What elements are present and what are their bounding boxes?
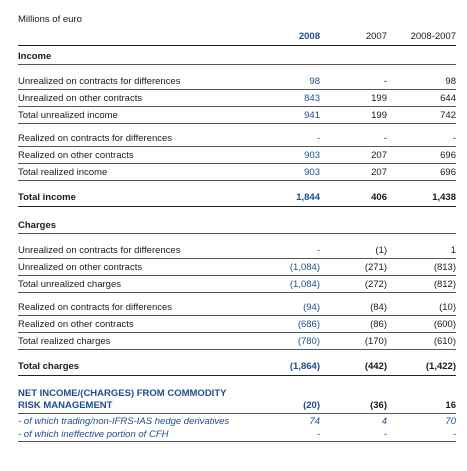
header-difference: 2008-2007 [410,31,456,42]
value-2008: - [316,429,320,440]
row-label: Unrealized on contracts for differences [18,245,181,256]
value-2008: 941 [304,110,320,121]
header-2008: 2008 [298,31,320,42]
value-diff: 644 [440,93,456,104]
value-2007: (442) [364,361,387,372]
value-diff: (600) [433,319,456,330]
value-2007: 4 [381,416,387,427]
net-row-title: NET INCOME/(CHARGES) FROM COMMODITY [18,388,456,400]
value-2007: (36) [370,400,387,411]
value-2008: (686) [297,319,320,330]
row-label: Total income [18,192,76,203]
value-2007: 199 [371,93,387,104]
value-diff: 1,438 [432,192,456,203]
section-title-charges: Charges [18,220,57,231]
table-row: Total unrealized charges (1,084) (272) (… [18,278,456,293]
table-row-total-income: Total income 1,844 406 1,438 [18,191,456,207]
value-2007: - [383,76,387,87]
value-2008: (94) [303,302,320,313]
value-2007: (272) [364,279,387,290]
value-2008: (1,864) [289,361,320,372]
value-2008: (1,084) [289,262,320,273]
value-2007: (1) [375,245,387,256]
table-row-of-which: - of which trading/non-IFRS-IAS hedge de… [18,415,456,428]
table-row: Total unrealized income 941 199 742 [18,109,456,124]
value-2008: 74 [309,416,320,427]
value-2007: 406 [371,192,387,203]
value-2008: (780) [297,336,320,347]
value-2008: (1,084) [289,279,320,290]
table-row: Realized on other contracts 903 207 696 [18,149,456,164]
table-row-total-charges: Total charges (1,864) (442) (1,422) [18,360,456,376]
table-row: Realized on contracts for differences (9… [18,301,456,316]
table-row: Unrealized on other contracts 843 199 64… [18,92,456,107]
table-row: Unrealized on other contracts (1,084) (2… [18,261,456,276]
row-label: Unrealized on contracts for differences [18,76,181,87]
value-diff: - [452,429,456,440]
net-row: RISK MANAGEMENT (20) (36) 16 [18,400,456,414]
row-label: Total realized charges [18,336,111,347]
table-row: Realized on other contracts (686) (86) (… [18,318,456,333]
table-row: Total realized charges (780) (170) (610) [18,335,456,350]
value-diff: - [452,133,456,144]
value-2007: 207 [371,150,387,161]
header-2007: 2007 [365,31,387,42]
value-diff: 70 [445,416,456,427]
row-label: Unrealized on other contracts [18,262,143,273]
row-label: Total realized income [18,167,108,178]
header-row: 2008 2007 2008-2007 [18,29,456,46]
value-2007: (271) [364,262,387,273]
row-label: - of which ineffective portion of CFH [18,429,169,440]
value-2008: 903 [304,150,320,161]
row-label: Realized on contracts for differences [18,302,173,313]
value-diff: 696 [440,167,456,178]
caption-row: Millions of euro [18,13,456,26]
value-2008: 1,844 [296,192,320,203]
row-label: Realized on contracts for differences [18,133,173,144]
row-label: Realized on other contracts [18,319,134,330]
row-label: Unrealized on other contracts [18,93,143,104]
row-label: Total unrealized charges [18,279,121,290]
value-2008: (20) [303,400,320,411]
value-diff: 1 [450,245,456,256]
net-label-line1: NET INCOME/(CHARGES) FROM COMMODITY [18,388,227,399]
value-diff: (610) [433,336,456,347]
row-label: Total charges [18,361,80,372]
net-label-line2: RISK MANAGEMENT [18,400,113,411]
row-label: - of which trading/non-IFRS-IAS hedge de… [18,416,230,427]
value-2007: - [383,429,387,440]
value-2007: 199 [371,110,387,121]
value-diff: 742 [440,110,456,121]
value-diff: 696 [440,150,456,161]
value-2008: - [316,245,320,256]
value-2007: 207 [371,167,387,178]
table-row: Total realized income 903 207 696 [18,166,456,181]
value-diff: (10) [439,302,456,313]
commodity-risk-table: Millions of euro 2008 2007 2008-2007 Inc… [18,13,456,442]
table-row: Unrealized on contracts for differences … [18,244,456,259]
value-diff: (812) [433,279,456,290]
section-title-income: Income [18,51,52,62]
table-caption: Millions of euro [18,14,82,25]
section-income: Income [18,50,456,65]
value-2007: (86) [370,319,387,330]
table-row: Unrealized on contracts for differences … [18,75,456,90]
value-2008: 98 [309,76,320,87]
value-diff: 98 [445,76,456,87]
value-2008: 843 [304,93,320,104]
value-2008: - [316,133,320,144]
section-charges: Charges [18,219,456,234]
value-diff: (813) [433,262,456,273]
value-diff: (1,422) [425,361,456,372]
value-2007: - [383,133,387,144]
row-label: Realized on other contracts [18,150,134,161]
value-2008: 903 [304,167,320,178]
row-label: Total unrealized income [18,110,118,121]
value-2007: (170) [364,336,387,347]
value-diff: 16 [445,400,456,411]
table-row-of-which: - of which ineffective portion of CFH - … [18,428,456,442]
table-row: Realized on contracts for differences - … [18,132,456,147]
value-2007: (84) [370,302,387,313]
